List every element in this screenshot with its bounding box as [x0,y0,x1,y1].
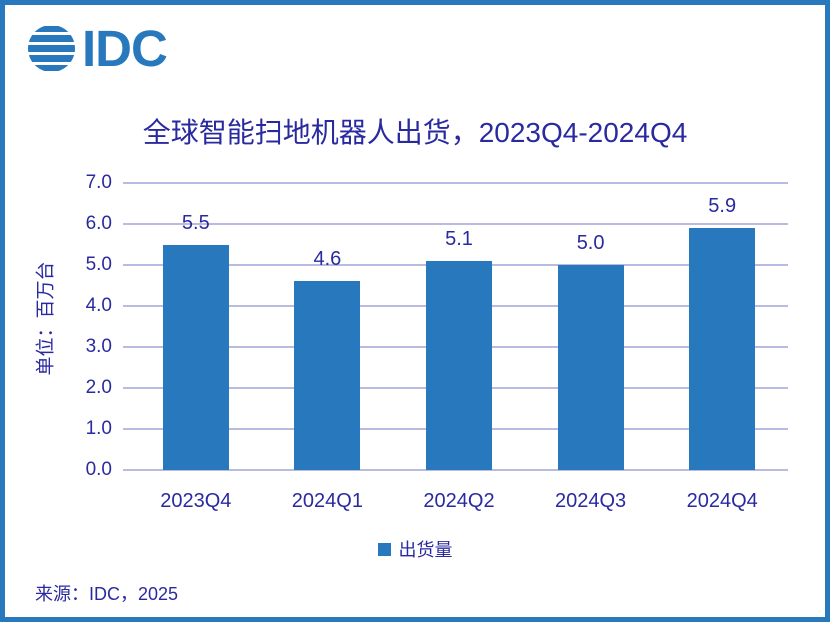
y-axis-tick-label: 6.0 [85,213,112,234]
idc-globe-icon [28,26,75,71]
bar [294,281,361,470]
y-gridline [123,182,788,184]
bar-value-label: 4.6 [313,248,342,271]
y-axis-tick-label: 2.0 [85,377,112,398]
y-gridline [123,469,788,471]
y-axis-tick-label: 0.0 [85,459,112,480]
x-axis-label: 2023Q4 [160,490,232,512]
y-axis-tick-label: 3.0 [85,336,112,357]
idc-logo-text: IDC [82,20,168,77]
y-axis-tick-label: 1.0 [85,418,112,439]
bar [162,244,229,470]
x-axis-label: 2024Q1 [291,490,363,512]
legend-label: 出货量 [398,540,453,560]
chart-title: 全球智能扫地机器人出货，2023Q4-2024Q4 [142,117,688,148]
bar [557,265,624,470]
source-text: 来源：IDC，2025 [35,584,179,604]
bar-value-label: 5.0 [576,232,605,254]
x-axis-label: 2024Q4 [686,490,758,512]
bar-value-label: 5.1 [445,227,473,250]
idc-logo: IDC [28,20,168,77]
bar-value-label: 5.5 [181,211,210,234]
y-axis-tick-label: 7.0 [85,172,112,193]
legend-swatch [377,542,391,556]
chart-background [5,5,825,617]
bar [426,260,492,470]
x-axis-label: 2024Q3 [555,490,627,512]
y-axis-tick-label: 4.0 [85,295,112,316]
y-axis-tick-label: 5.0 [85,254,112,275]
bar [689,228,756,470]
y-gridline [123,223,788,225]
x-axis-label: 2024Q2 [423,490,495,512]
legend: 出货量 [0,536,830,562]
y-axis-title: 单位：百万台 [35,261,57,376]
bar-value-label: 5.9 [708,195,737,218]
